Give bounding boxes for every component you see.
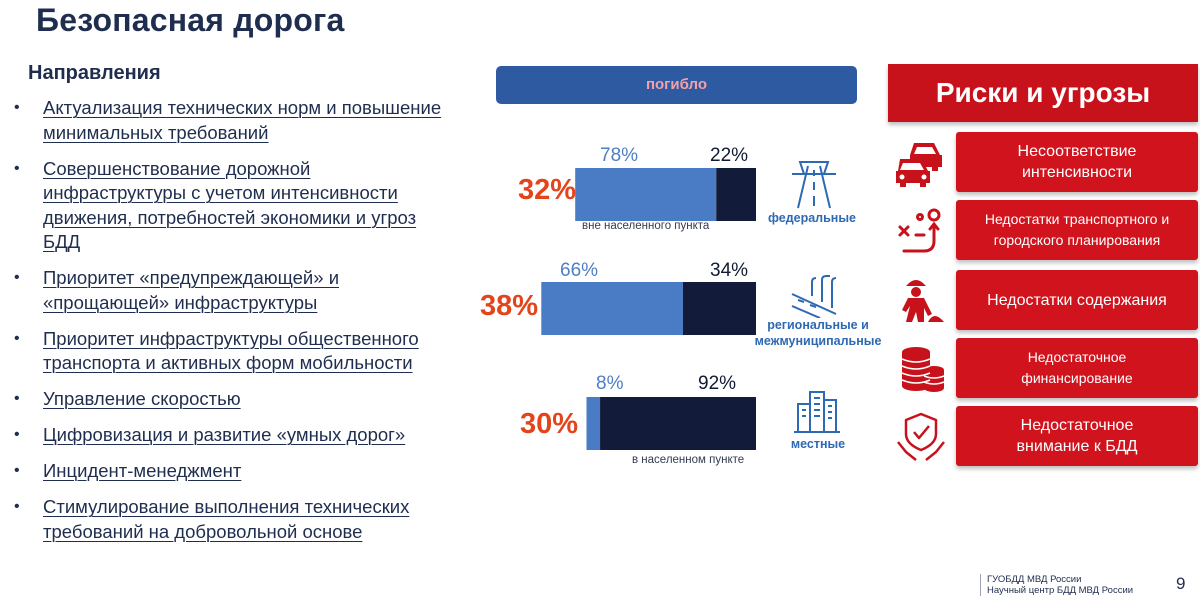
inside-share-label: 92% — [698, 373, 737, 394]
risk-item-line: интенсивности — [1021, 164, 1133, 181]
traffic-jam-icon — [896, 143, 942, 187]
road-type-label: региональные и межмуниципальные — [748, 317, 888, 349]
bullet: • — [14, 99, 20, 116]
direction-item[interactable]: • Стимулирование выполнения технических т… — [14, 495, 454, 544]
risk-item: Несоответствие интенсивности — [956, 132, 1198, 192]
road-type-label: местные — [790, 437, 846, 451]
risks-heading: Риски и угрозы — [888, 64, 1198, 122]
deaths-share-label: 32% — [517, 174, 576, 206]
footer-org: Научный центр БДД МВД России — [987, 585, 1134, 596]
safety-shield-icon — [897, 412, 945, 461]
regional-road-icon — [791, 275, 837, 318]
direction-item-text[interactable]: Совершенствование дорожной инфраструктур… — [43, 157, 417, 253]
direction-item[interactable]: • Приоритет инфраструктуры общественного … — [14, 327, 454, 376]
direction-item[interactable]: • Совершенствование дорожной инфраструкту… — [14, 157, 454, 255]
direction-item-text[interactable]: Актуализация технических норм и повышени… — [43, 97, 442, 143]
city-buildings-icon — [794, 391, 840, 433]
footer-divider — [980, 574, 981, 596]
direction-item[interactable]: • Приоритет «предупреждающей» и «прощающе… — [14, 266, 454, 315]
inside-share-label: 34% — [710, 260, 749, 281]
bullet: • — [14, 462, 20, 479]
direction-item[interactable]: • Цифровизация и развитие «умных дорог» — [14, 423, 454, 448]
risk-item: Недостатки содержания — [956, 270, 1198, 330]
legend-inside-caption: в населенном пункте — [632, 454, 745, 466]
directions-heading: Направления — [28, 62, 161, 84]
risk-item: Недостаточное финансирование — [956, 338, 1198, 398]
direction-item[interactable]: • Управление скоростью — [14, 387, 454, 412]
direction-item-text[interactable]: Приоритет инфраструктуры общественного т… — [43, 327, 419, 374]
directions-list: • Актуализация технических норм и повышен… — [14, 96, 454, 556]
coins-stack-icon — [901, 347, 945, 392]
risk-item: Недостаточное внимание к БДД — [956, 406, 1198, 466]
bullet: • — [14, 269, 20, 286]
bullet: • — [14, 426, 20, 443]
bullet: • — [14, 159, 20, 177]
risk-item-line: финансирование — [1021, 370, 1133, 386]
risk-item-line: городского планирования — [993, 232, 1161, 248]
route-planning-icon — [898, 208, 941, 253]
risk-item: Недостатки транспортного и городского пл… — [956, 200, 1198, 260]
risk-item-line: Несоответствие — [1017, 143, 1137, 160]
page-title: Безопасная дорога — [36, 2, 345, 38]
bar-segment-outside — [586, 397, 601, 450]
direction-item-text[interactable]: Стимулирование выполнения технических тр… — [43, 496, 410, 542]
bullet: • — [14, 498, 20, 515]
legend-outside-caption: вне населенного пункта — [582, 220, 710, 232]
bar-segment-outside — [575, 168, 717, 221]
risk-item-line: Недостатки транспортного и — [984, 211, 1170, 227]
road-type-label-line: межмуниципальные — [754, 334, 882, 348]
outside-share-label: 78% — [600, 145, 639, 166]
highway-icon — [792, 161, 836, 209]
direction-item[interactable]: • Инцидент-менеджмент — [14, 459, 454, 484]
inside-share-label: 22% — [710, 145, 749, 166]
deaths-share-label: 30% — [519, 408, 578, 440]
bar-segment-inside — [716, 168, 756, 221]
direction-item-text[interactable]: Цифровизация и развитие «умных дорог» — [43, 424, 406, 445]
direction-item[interactable]: • Актуализация технических норм и повышен… — [14, 96, 454, 145]
direction-item-text[interactable]: Управление скоростью — [43, 388, 241, 409]
direction-item-text[interactable]: Приоритет «предупреждающей» и «прощающей… — [43, 267, 340, 313]
outside-share-label: 8% — [596, 373, 624, 394]
direction-item-text[interactable]: Инцидент-менеджмент — [43, 460, 242, 481]
deaths-share-label: 38% — [479, 290, 538, 322]
bullet: • — [14, 329, 20, 347]
risk-item-line: Недостатки содержания — [987, 291, 1167, 309]
bar-segment-outside — [541, 282, 684, 335]
bar-segment-inside — [600, 397, 756, 450]
road-worker-icon — [902, 280, 944, 322]
outside-share-label: 66% — [560, 260, 599, 281]
risk-item-line: Недостаточное — [1027, 349, 1127, 365]
road-type-label-line: региональные и — [767, 318, 869, 332]
risk-item-line: Недостаточное — [1020, 417, 1134, 434]
page-number: 9 — [1176, 574, 1186, 593]
bullet: • — [14, 390, 20, 407]
chart-title: погибло — [496, 66, 857, 104]
bar-segment-inside — [683, 282, 756, 335]
road-type-label: федеральные — [767, 211, 856, 225]
footer-org: ГУОБДД МВД России — [987, 574, 1082, 585]
risk-item-line: внимание к БДД — [1016, 438, 1138, 455]
